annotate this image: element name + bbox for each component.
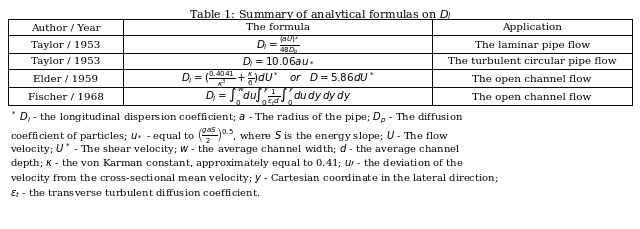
Text: The turbulent circular pipe flow: The turbulent circular pipe flow — [448, 57, 616, 66]
Text: Application: Application — [502, 23, 562, 32]
Text: $D_l = \int_0^w du\!\int_0^y \frac{1}{\epsilon_t d}\int_0^y du\, dy\, dy\, dy$: $D_l = \int_0^w du\!\int_0^y \frac{1}{\e… — [205, 85, 351, 108]
Text: velocity; $U^*$ - The shear velocity; $w$ - the average channel width; $d$ - the: velocity; $U^*$ - The shear velocity; $w… — [10, 140, 460, 156]
Text: $^*$ $D_l$ - the longitudinal dispersion coefficient; $a$ - The radius of the pi: $^*$ $D_l$ - the longitudinal dispersion… — [10, 109, 463, 126]
Text: Elder / 1959: Elder / 1959 — [33, 74, 99, 83]
Text: Taylor / 1953: Taylor / 1953 — [31, 40, 100, 49]
Text: coefficient of particles; $u_*$ - equal to $\left(\frac{gaS}{2}\right)^{0.5}$, w: coefficient of particles; $u_*$ - equal … — [10, 125, 449, 145]
Text: Author / Year: Author / Year — [31, 23, 100, 32]
Text: Taylor / 1953: Taylor / 1953 — [31, 57, 100, 66]
Text: The open channel flow: The open channel flow — [472, 92, 592, 101]
Text: Table 1: Summary of analytical formulas on $D_l$: Table 1: Summary of analytical formulas … — [189, 8, 451, 22]
Text: Fischer / 1968: Fischer / 1968 — [28, 92, 104, 101]
Text: The formula: The formula — [246, 23, 310, 32]
Text: $D_l = (\frac{0.4041}{\kappa^3} + \frac{\kappa}{6})dU^*$   $or$   $D = 5.86dU^*$: $D_l = (\frac{0.4041}{\kappa^3} + \frac{… — [181, 69, 375, 88]
Text: The laminar pipe flow: The laminar pipe flow — [475, 40, 589, 49]
Text: $D_l = \frac{(aU)^2}{48D_p}$: $D_l = \frac{(aU)^2}{48D_p}$ — [256, 33, 300, 57]
Text: velocity from the cross-sectional mean velocity; $y$ - Cartesian coordinate in t: velocity from the cross-sectional mean v… — [10, 171, 499, 184]
Text: depth; $\kappa$ - the von Karman constant, approximately equal to 0.41; $u\prime: depth; $\kappa$ - the von Karman constan… — [10, 156, 463, 169]
Text: $D_l = 10.06au_*$: $D_l = 10.06au_*$ — [242, 55, 314, 69]
Text: $\epsilon_t$ - the transverse turbulent diffusion coefficient.: $\epsilon_t$ - the transverse turbulent … — [10, 187, 260, 199]
Text: The open channel flow: The open channel flow — [472, 74, 592, 83]
